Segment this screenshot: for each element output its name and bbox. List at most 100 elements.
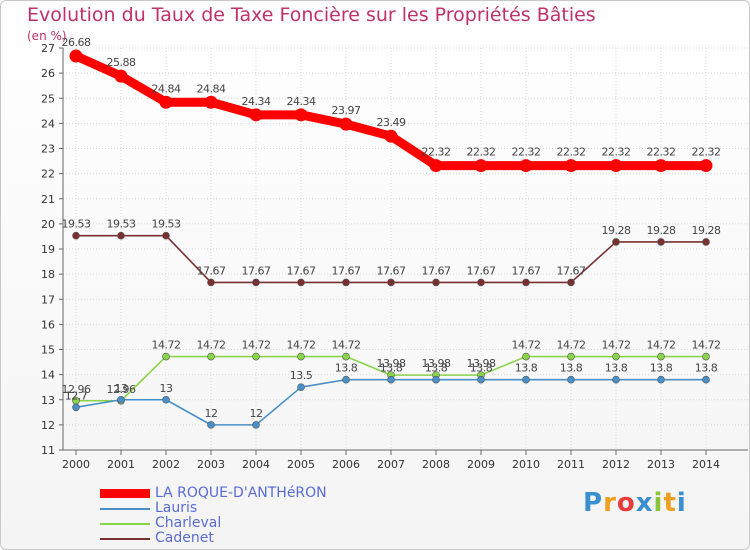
data-point — [474, 159, 488, 173]
data-label: 13.98 — [377, 357, 406, 370]
data-label: 13.8 — [470, 362, 493, 375]
data-point — [429, 159, 443, 173]
data-label: 17.67 — [467, 264, 496, 277]
data-label: 24.34 — [287, 95, 316, 108]
data-point — [342, 352, 350, 361]
data-label: 14.72 — [692, 339, 721, 352]
y-tick-label: 26 — [41, 67, 55, 80]
y-tick-label: 15 — [41, 344, 55, 357]
data-label: 14.72 — [242, 339, 271, 352]
data-point — [702, 375, 710, 384]
x-tick-label: 2013 — [647, 458, 675, 471]
data-label: 14.72 — [152, 339, 181, 352]
proxiti-logo: Proxiti — [583, 488, 687, 518]
data-point — [294, 108, 308, 122]
logo-letter: o — [616, 488, 636, 518]
y-tick-label: 13 — [41, 394, 55, 407]
y-tick-label: 23 — [41, 143, 55, 156]
data-label: 14.72 — [332, 339, 361, 352]
data-point — [564, 159, 578, 173]
data-label: 13.8 — [515, 362, 538, 375]
y-tick-label: 21 — [41, 193, 55, 206]
x-tick-label: 2004 — [242, 458, 270, 471]
x-tick-label: 2008 — [422, 458, 450, 471]
legend-label: Lauris — [155, 500, 198, 516]
x-tick-label: 2007 — [377, 458, 405, 471]
y-tick-label: 24 — [41, 117, 55, 130]
data-label: 17.67 — [332, 264, 361, 277]
data-point — [612, 375, 620, 384]
data-point — [339, 117, 353, 131]
data-label: 12.96 — [107, 383, 136, 396]
x-tick-label: 2002 — [152, 458, 180, 471]
x-tick-label: 2005 — [287, 458, 315, 471]
data-label: 13.8 — [650, 362, 673, 375]
data-point — [477, 375, 485, 384]
data-point — [702, 352, 710, 361]
data-point — [567, 375, 575, 384]
data-label: 14.72 — [557, 339, 586, 352]
data-label: 19.53 — [107, 218, 136, 231]
data-label: 13 — [115, 382, 128, 395]
data-label: 13.8 — [380, 362, 403, 375]
data-point — [297, 352, 305, 361]
x-tick-label: 2012 — [602, 458, 630, 471]
y-tick-label: 16 — [41, 318, 55, 331]
data-label: 22.32 — [692, 146, 721, 159]
x-tick-label: 2011 — [557, 458, 585, 471]
data-label: 12 — [205, 407, 218, 420]
data-label: 23.49 — [377, 116, 406, 129]
data-label: 14.72 — [602, 339, 631, 352]
data-label: 22.32 — [512, 146, 541, 159]
data-point — [297, 383, 305, 391]
data-point — [297, 278, 305, 287]
data-label: 17.67 — [197, 264, 226, 277]
data-point — [207, 278, 215, 287]
data-label: 13 — [160, 382, 173, 395]
data-point — [432, 375, 440, 384]
data-point — [657, 238, 665, 246]
legend-swatch-bar — [100, 538, 150, 540]
x-tick-label: 2001 — [107, 458, 135, 471]
data-point — [567, 278, 575, 287]
data-label: 13.98 — [467, 357, 496, 370]
y-tick-label: 14 — [41, 369, 55, 382]
y-tick-label: 11 — [41, 444, 55, 457]
y-tick-label: 22 — [41, 168, 55, 181]
y-tick-label: 27 — [41, 42, 55, 55]
data-label: 13.8 — [335, 362, 358, 375]
data-label: 17.67 — [512, 264, 541, 277]
logo-letter: i — [676, 488, 687, 518]
data-point — [162, 231, 170, 240]
y-tick-label: 17 — [41, 293, 55, 306]
data-point — [567, 352, 575, 361]
legend-label: Cadenet — [155, 530, 214, 546]
data-label: 12 — [250, 407, 263, 420]
legend-swatch-bar — [100, 523, 150, 525]
data-label: 14.72 — [647, 339, 676, 352]
data-label: 19.28 — [692, 224, 721, 237]
data-point — [207, 352, 215, 361]
data-point — [252, 278, 260, 287]
data-label: 13.8 — [695, 362, 718, 375]
legend-swatch-bar — [100, 489, 150, 498]
data-label: 26.68 — [62, 36, 91, 49]
data-point — [522, 352, 530, 361]
data-label: 22.32 — [602, 146, 631, 159]
x-tick-label: 2010 — [512, 458, 540, 471]
data-point — [117, 231, 125, 240]
data-label: 12.96 — [62, 383, 91, 396]
x-tick-label: 2014 — [692, 458, 720, 471]
logo-letter: P — [583, 488, 604, 518]
legend-swatch-icon — [100, 501, 150, 516]
data-point — [432, 278, 440, 287]
data-label: 13.5 — [290, 369, 313, 382]
data-point — [612, 238, 620, 246]
y-tick-label: 25 — [41, 92, 55, 105]
data-point — [159, 95, 173, 109]
data-label: 14.72 — [287, 339, 316, 352]
data-label: 13.98 — [422, 357, 451, 370]
data-label: 17.67 — [557, 264, 586, 277]
data-point — [387, 278, 395, 287]
